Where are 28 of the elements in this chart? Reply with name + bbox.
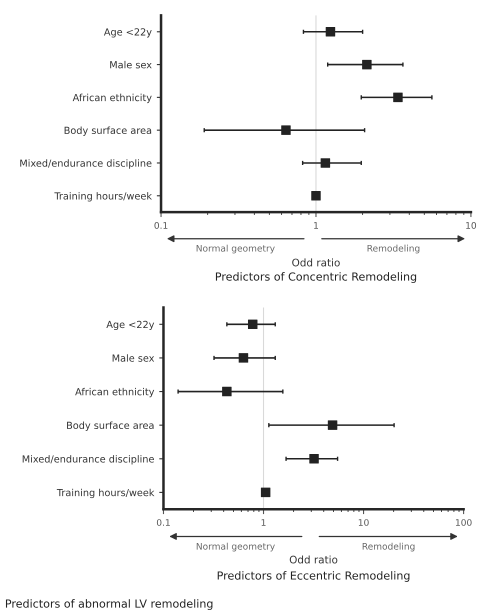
y-tick-label: Mixed/endurance discipline [20, 159, 152, 169]
text: Remodeling [368, 244, 420, 254]
y-tick-label: Body surface area [67, 421, 154, 431]
x-axis-title: Odd ratio [292, 258, 340, 266]
x-tick-label: 1 [314, 222, 318, 229]
text: Predictors of abnormal LV remodeling [6, 599, 212, 610]
y-tick-label: Training hours/week [56, 488, 154, 498]
x-tick-label: 100 [456, 519, 472, 526]
y-tick-label: Male sex [112, 354, 154, 362]
x-axis-title: Odd ratio [290, 555, 338, 564]
x-tick-label: 1 [262, 519, 266, 526]
y-tick-label: African ethnicity [75, 388, 154, 398]
x-tick-label: 10 [466, 222, 476, 229]
x-tick-label: 0.1 [154, 222, 168, 229]
y-tick-label: Age <22y [106, 320, 154, 330]
y-tick-label: Mixed/endurance discipline [22, 455, 154, 465]
y-tick-label: Training hours/week [54, 192, 152, 202]
text: Normal geometry [196, 542, 275, 552]
x-tick-label: 10 [358, 519, 369, 526]
text: Remodeling [362, 542, 414, 552]
text: Normal geometry [196, 244, 275, 254]
y-tick-label: Age <22y [104, 28, 152, 38]
text: Predictors of Eccentric Remodeling [218, 571, 410, 582]
y-tick-label: Body surface area [64, 126, 152, 136]
text: Predictors of Concentric Remodeling [216, 272, 416, 283]
x-tick-label: 0.1 [156, 519, 170, 526]
y-tick-label: African ethnicity [72, 94, 152, 104]
y-tick-label: Male sex [110, 60, 152, 68]
